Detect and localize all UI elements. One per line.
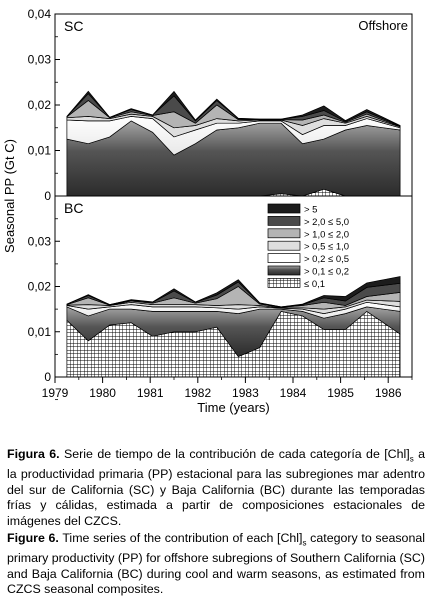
- panel-annotation: Offshore: [358, 18, 408, 33]
- caption-en-text: Time series of the contribution of each …: [58, 531, 303, 545]
- area-sc-1: [66, 120, 401, 197]
- xtick-label: 1983: [232, 386, 259, 400]
- xtick-label: 1984: [280, 386, 307, 400]
- x-axis-label: Time (years): [197, 400, 269, 415]
- caption-es-label: Figura 6.: [7, 447, 60, 461]
- ytick-label: 0: [44, 370, 51, 384]
- legend-swatch-4: [267, 253, 301, 263]
- legend-label-1: > 2,0 ≤ 5,0: [304, 217, 349, 228]
- legend-label-3: > 0,5 ≤ 1,0: [304, 242, 349, 253]
- legend-swatch-1: [267, 216, 301, 226]
- legend-label-4: > 0,2 ≤ 0,5: [304, 254, 349, 265]
- caption-es-sub: s: [409, 454, 414, 464]
- caption-es-text: Serie de tiempo de la contribución de ca…: [59, 447, 410, 461]
- caption-spanish: Figura 6. Serie de tiempo de la contribu…: [7, 447, 425, 529]
- caption-en-text-2: category to seasonal primary productivit…: [7, 531, 425, 597]
- legend-label-0: > 5: [304, 205, 317, 216]
- stacked-area-chart: SC Offshore BC 0,040,030,020,0100,030,020…: [2, 7, 413, 415]
- legend: > 5> 2,0 ≤ 5,0> 1,0 ≤ 2,0> 0,5 ≤ 1,0> 0,…: [267, 203, 349, 290]
- xtick-label: 1982: [184, 386, 211, 400]
- panel-bc: BC: [64, 200, 401, 378]
- ytick-label: 0,03: [28, 234, 52, 248]
- legend-swatch-3: [267, 240, 301, 251]
- axes: 0,04 0,03 0,02 0,01 0 0,03 0,02 0,01 0 1979 1980 19…: [2, 7, 413, 415]
- caption-en-label: Figure 6.: [7, 531, 59, 545]
- area-bc-6: [66, 276, 401, 308]
- panel-label-sc: SC: [64, 18, 83, 34]
- ytick-label: 0: [44, 189, 51, 203]
- legend-label-5: > 0,1 ≤ 0,2: [304, 267, 349, 278]
- xtick-label: 1981: [137, 386, 164, 400]
- legend-label-6: ≤ 0,1: [304, 279, 325, 290]
- xtick-label: 1979: [42, 386, 69, 400]
- caption-en-sub: s: [302, 538, 307, 548]
- legend-swatch-5: [267, 265, 301, 276]
- xtick-label: 1985: [327, 386, 354, 400]
- ytick-label: 0,01: [28, 144, 52, 158]
- caption-english: Figure 6. Time series of the contributio…: [7, 531, 425, 598]
- legend-swatch-0: [267, 203, 301, 214]
- caption-es-text-2: a la productividad primaria (PP) estacio…: [7, 447, 426, 528]
- legend-swatch-2: [267, 228, 301, 239]
- xtick-label: 1980: [89, 386, 116, 400]
- ytick-label: 0,02: [28, 280, 52, 294]
- legend-swatch-6: [267, 278, 301, 288]
- ytick-label: 0,03: [28, 53, 52, 67]
- xtick-label: 1986: [375, 386, 402, 400]
- area-sc-6: [66, 90, 401, 127]
- y-axis-label: Seasonal PP (Gt C): [2, 139, 17, 253]
- ytick-label: 0,04: [28, 7, 52, 21]
- panel-label-bc: BC: [64, 200, 83, 216]
- ytick-label: 0,01: [28, 325, 52, 339]
- panel-sc: SC Offshore: [64, 18, 408, 197]
- ytick-label: 0,02: [28, 98, 52, 112]
- legend-label-2: > 1,0 ≤ 2,0: [304, 229, 349, 240]
